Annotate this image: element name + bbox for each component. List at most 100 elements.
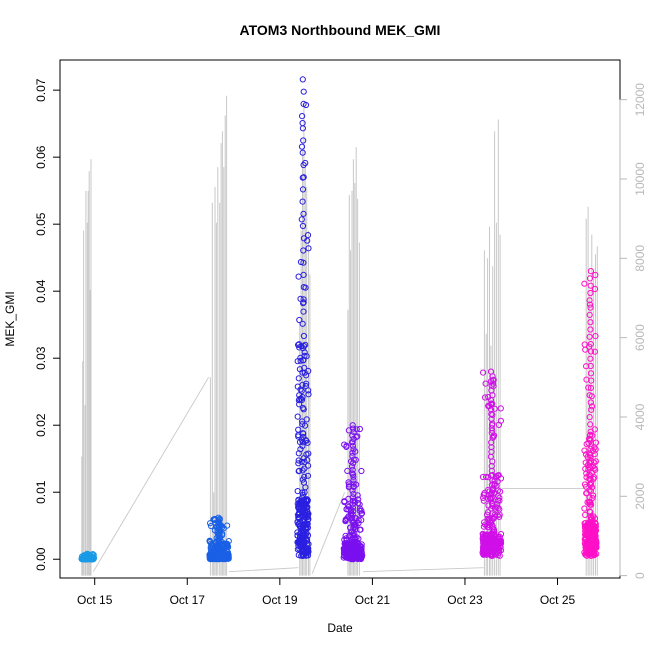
data-point (350, 484, 357, 491)
point-cluster (294, 76, 312, 560)
data-point (495, 504, 502, 511)
y2-tick-label: 6000 (633, 324, 647, 351)
data-point (299, 442, 306, 449)
data-point (304, 512, 311, 519)
data-point (587, 476, 594, 483)
data-point (582, 459, 589, 466)
data-point (350, 549, 357, 556)
data-point (300, 552, 307, 560)
data-point (299, 120, 306, 127)
data-point (592, 544, 599, 552)
y-tick-label: 0.07 (34, 78, 48, 102)
data-point (592, 333, 599, 340)
data-point (304, 457, 311, 464)
data-point (588, 552, 595, 560)
data-point (592, 535, 599, 542)
data-point (495, 421, 502, 428)
data-point (298, 216, 305, 223)
data-point (295, 375, 302, 382)
y2-tick-label: 4000 (633, 403, 647, 430)
data-point (350, 459, 357, 467)
data-point (305, 245, 312, 252)
data-point (216, 515, 223, 522)
data-point (296, 401, 303, 408)
data-point (349, 432, 356, 439)
data-point (303, 552, 310, 559)
data-point (350, 525, 357, 532)
data-point (350, 552, 357, 559)
x-axis-label: Date (327, 621, 353, 635)
x-tick-label: Oct 19 (262, 593, 298, 607)
y-axis-right: 0 2000 4000 6000 8000 10000 12000 (619, 83, 647, 579)
data-point (586, 311, 593, 318)
data-point (349, 425, 357, 432)
data-point (350, 477, 357, 484)
data-point (585, 522, 593, 529)
data-point (587, 370, 595, 377)
data-point (587, 545, 595, 552)
data-point (349, 532, 356, 539)
data-point (300, 137, 307, 144)
data-point (496, 533, 503, 541)
y-tick-label: 0.00 (34, 547, 48, 571)
data-point (586, 494, 593, 501)
data-point (302, 521, 309, 528)
data-point (480, 369, 487, 376)
data-point (350, 535, 357, 542)
y-tick-label: 0.03 (34, 346, 48, 370)
data-point (299, 421, 306, 428)
data-point (305, 367, 312, 375)
data-point (358, 510, 365, 518)
data-point (300, 551, 307, 558)
data-point (299, 222, 307, 230)
data-point (492, 551, 499, 558)
y2-tick-label: 0 (633, 572, 647, 579)
data-point (588, 443, 595, 450)
data-point (299, 538, 307, 545)
data-point (350, 490, 357, 497)
data-point (341, 536, 348, 543)
point-cluster (581, 268, 600, 560)
data-point (349, 504, 356, 511)
data-point (349, 518, 356, 525)
data-point (479, 544, 487, 551)
data-point (304, 472, 312, 479)
data-point (300, 503, 307, 511)
connector-line (311, 492, 346, 574)
data-point (586, 301, 594, 308)
data-point (295, 450, 302, 457)
data-point (349, 449, 356, 456)
data-point (589, 403, 596, 410)
data-point (305, 462, 312, 469)
data-point (587, 268, 595, 275)
data-point (349, 514, 356, 522)
data-point (582, 511, 589, 519)
data-point (298, 387, 305, 394)
data-point (586, 333, 593, 340)
data-point (215, 514, 222, 521)
data-point (300, 259, 307, 266)
data-point (350, 446, 357, 453)
data-point (588, 501, 595, 508)
data-point (299, 418, 306, 425)
data-point (300, 235, 307, 242)
data-point (301, 473, 308, 480)
data-point (488, 448, 495, 455)
data-point (300, 430, 307, 437)
data-point (588, 457, 595, 465)
data-point (356, 505, 363, 512)
data-point (341, 441, 348, 448)
data-point (349, 494, 356, 501)
data-point (300, 300, 307, 307)
data-point (83, 550, 91, 558)
data-point (295, 468, 302, 475)
data-point (349, 439, 356, 446)
data-point (488, 542, 495, 549)
data-point (358, 554, 365, 561)
data-point (497, 488, 504, 495)
data-point (481, 519, 488, 526)
data-point (356, 526, 364, 533)
data-point (294, 358, 301, 365)
data-point (349, 501, 356, 508)
